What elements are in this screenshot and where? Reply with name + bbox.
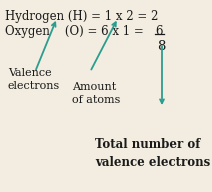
Text: Oxygen    (O) = 6 x 1 =: Oxygen (O) = 6 x 1 =	[5, 25, 148, 38]
Text: Hydrogen (H) = 1 x 2 = 2: Hydrogen (H) = 1 x 2 = 2	[5, 10, 158, 23]
Text: Total number of
valence electrons: Total number of valence electrons	[95, 138, 210, 169]
Text: 8: 8	[157, 40, 165, 53]
Text: Amount
of atoms: Amount of atoms	[72, 82, 120, 105]
Text: 6: 6	[155, 25, 163, 38]
Text: Valence
electrons: Valence electrons	[8, 68, 60, 91]
